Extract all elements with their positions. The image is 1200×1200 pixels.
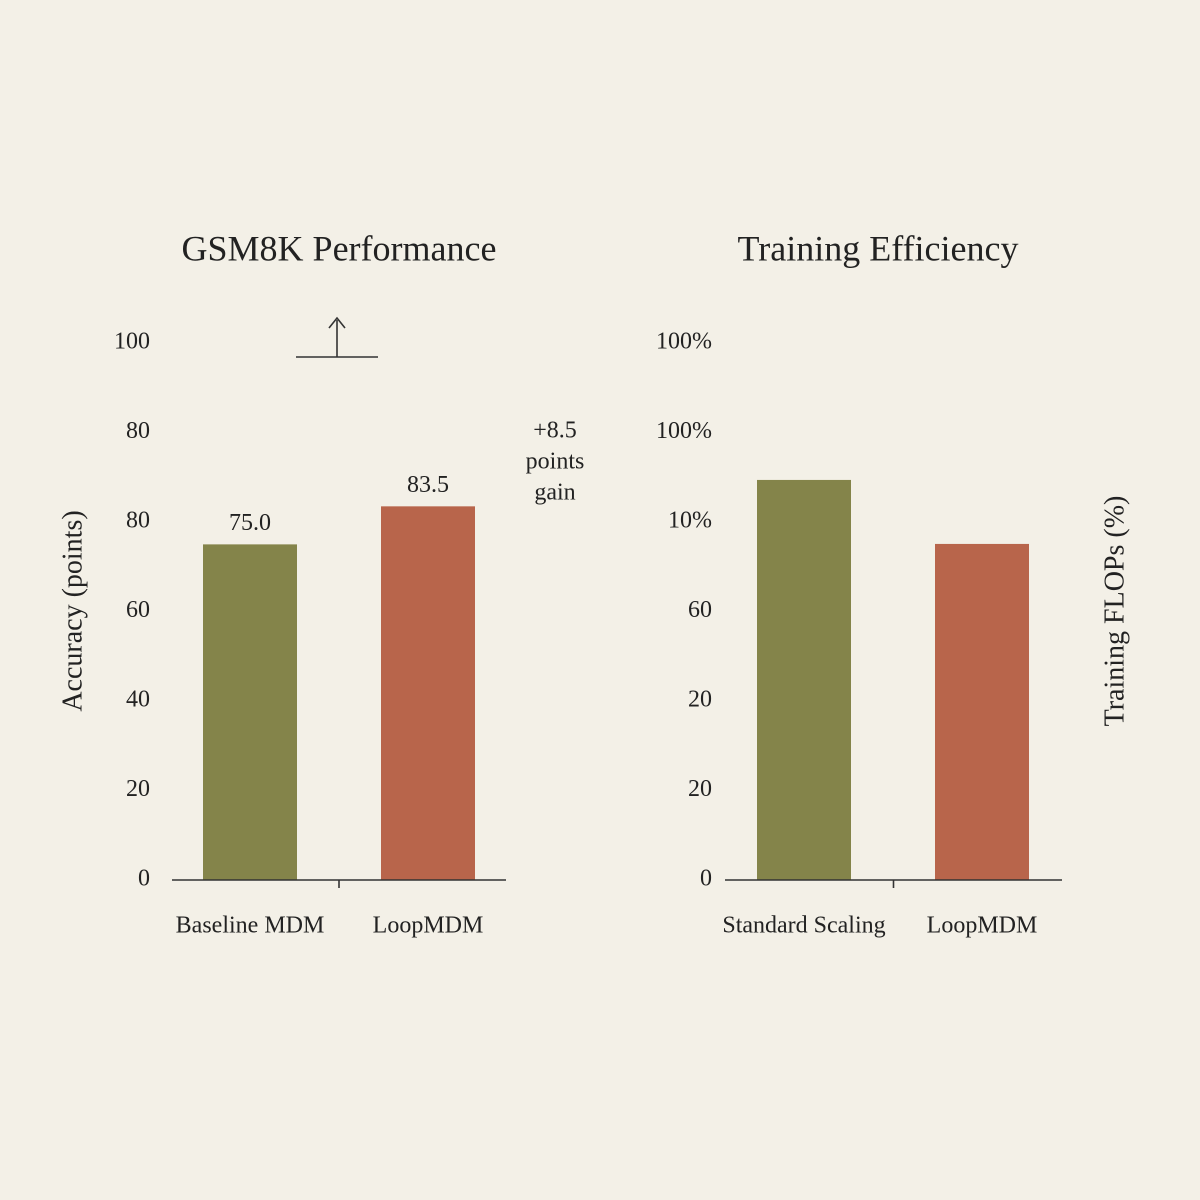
x-tick-label: Standard Scaling [722,913,885,939]
y-tick-label: 80 [126,508,150,534]
data-label: 83.5 [407,472,449,498]
y-tick-label: 10% [668,508,712,534]
y-tick-label: 60 [126,597,150,623]
bar [203,544,297,880]
y-axis-label: Accuracy (points) [57,510,88,711]
y-tick-label: 80 [126,418,150,444]
y-tick-label: 100% [656,329,712,355]
bar [935,543,1029,880]
x-tick-label: LoopMDM [373,913,484,939]
bar [381,506,475,880]
y-tick-label: 20 [126,776,150,802]
y-tick-label: 100 [114,329,150,355]
y-tick-label: 60 [688,597,712,623]
y-tick-label: 20 [688,776,712,802]
y-tick-label: 40 [126,687,150,713]
chart-title: GSM8K Performance [182,228,497,268]
chart-title: Training Efficiency [738,228,1019,268]
gain-arrow [296,316,378,358]
annotation: +8.5 [533,418,577,444]
bar [757,479,851,880]
y-tick-label: 0 [700,866,712,892]
y-tick-label: 100% [656,418,712,444]
y-axis-label: Training FLOPs (%) [1099,496,1130,727]
data-label: 75.0 [229,510,271,536]
gain-arrow-head [328,316,346,329]
annotation: gain [534,480,575,506]
x-tick-label: Baseline MDM [176,913,325,939]
x-tick-label: LoopMDM [927,913,1038,939]
y-tick-label: 0 [138,866,150,892]
y-tick-label: 20 [688,687,712,713]
annotation: points [526,449,585,475]
